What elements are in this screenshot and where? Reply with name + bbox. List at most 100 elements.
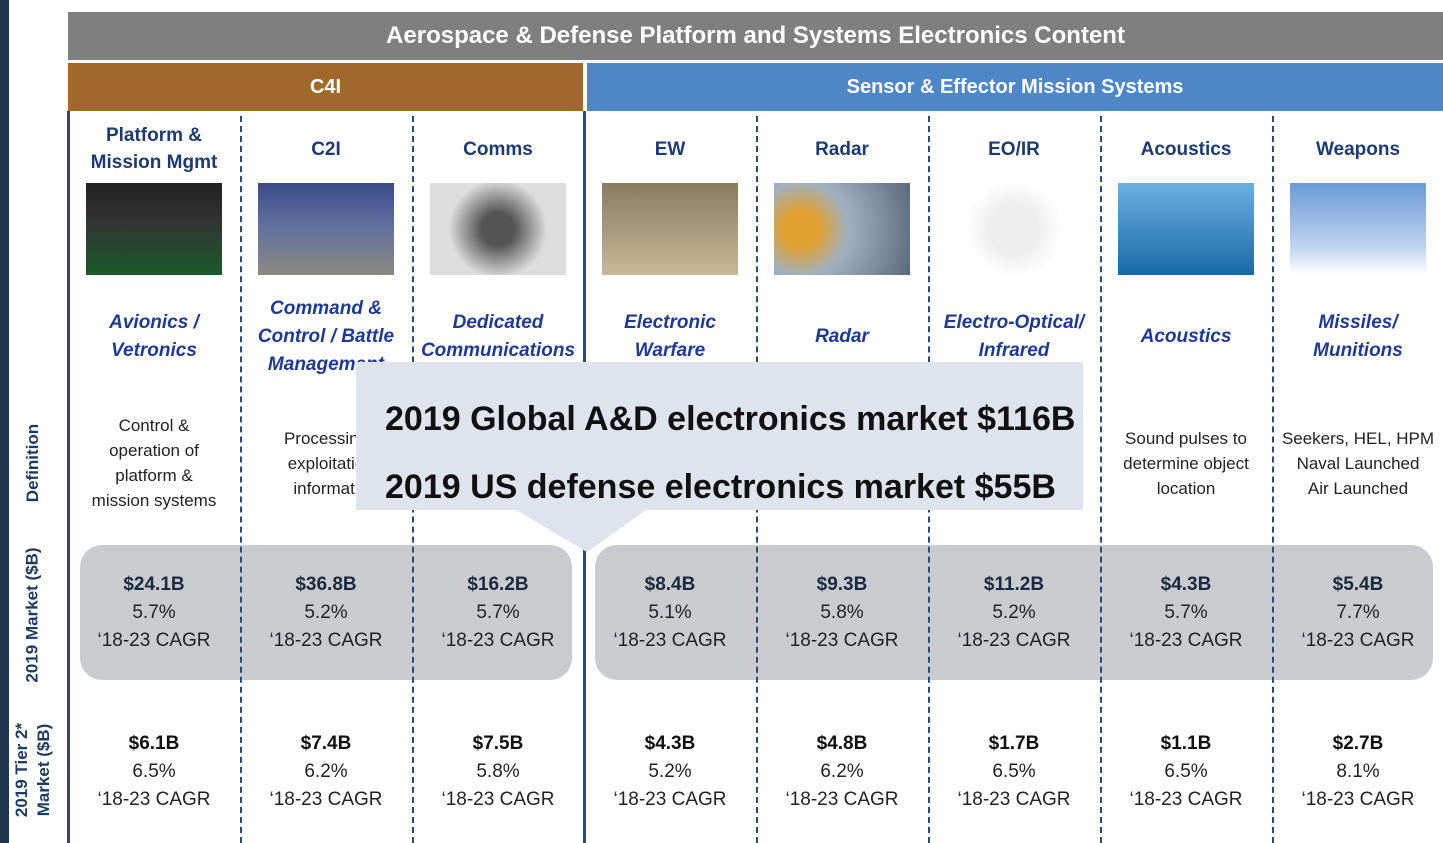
column-name: Acoustics xyxy=(1100,121,1272,177)
subtitle-line: Acoustics xyxy=(1141,323,1232,351)
tier2-line: 6.2% xyxy=(304,758,347,786)
tier2-line: ‘18-23 CAGR xyxy=(1302,786,1415,814)
row-label-box: 2019 Market ($B) xyxy=(8,535,58,695)
tier2-line: $4.8B xyxy=(817,730,868,758)
definition-line: Naval Launched xyxy=(1297,451,1420,476)
name-line: Comms xyxy=(463,136,533,163)
name-line: Acoustics xyxy=(1141,136,1232,163)
subtitle-line: Command & xyxy=(270,295,382,323)
tier2-line: $7.4B xyxy=(301,730,352,758)
definition: Control &operation ofplatform &mission s… xyxy=(68,411,240,515)
subtitle-line: Electro-Optical/ xyxy=(944,309,1084,337)
tier2-line: ‘18-23 CAGR xyxy=(270,786,383,814)
market-line: $9.3B xyxy=(817,571,868,599)
column-name: Weapons xyxy=(1272,121,1443,177)
row-label-box: 2019 Tier 2* Market ($B) xyxy=(8,700,58,840)
row-label-line: Market ($B) xyxy=(33,724,55,817)
group-bar: Sensor & Effector Mission Systems xyxy=(587,63,1443,111)
tier2-line: ‘18-23 CAGR xyxy=(786,786,899,814)
tier2-line: 6.5% xyxy=(992,758,1035,786)
column-subtitle: Avionics /Vetronics xyxy=(68,296,240,378)
definition-line: location xyxy=(1157,476,1216,501)
callout-text: 2019 Global A&D electronics market $116B… xyxy=(385,385,1075,521)
market-line: ‘18-23 CAGR xyxy=(442,627,555,655)
tier2-line: $1.1B xyxy=(1161,730,1212,758)
tier2-line: ‘18-23 CAGR xyxy=(98,786,211,814)
market-line: $36.8B xyxy=(295,571,356,599)
market-line: 5.7% xyxy=(132,599,175,627)
tier2-market: $1.7B6.5%‘18-23 CAGR xyxy=(928,730,1100,814)
slide: Aerospace & Defense Platform and Systems… xyxy=(0,0,1443,843)
group-label: Sensor & Effector Mission Systems xyxy=(847,76,1184,99)
row-label: 2019 Tier 2* Market ($B) xyxy=(11,723,55,817)
tier2-market: $7.5B5.8%‘18-23 CAGR xyxy=(412,730,584,814)
market-line: 5.7% xyxy=(476,599,519,627)
row-label-box: Definition xyxy=(8,400,58,525)
subtitle-line: Radar xyxy=(815,323,869,351)
header-title: Aerospace & Defense Platform and Systems… xyxy=(386,22,1125,50)
subtitle-line: Munitions xyxy=(1313,337,1403,365)
row-label: Definition xyxy=(23,423,43,501)
tier2-line: 6.5% xyxy=(1164,758,1207,786)
photo xyxy=(430,183,566,275)
definition-line: exploitatio xyxy=(288,451,365,476)
name-line: Platform & xyxy=(106,122,202,149)
group-bar: C4I xyxy=(68,63,583,111)
column-name: EW xyxy=(584,121,756,177)
tier2-line: 8.1% xyxy=(1336,758,1379,786)
market-line: ‘18-23 CAGR xyxy=(614,627,727,655)
market-line: $8.4B xyxy=(645,571,696,599)
market-line: 5.2% xyxy=(304,599,347,627)
photo xyxy=(258,183,394,275)
tier2-line: ‘18-23 CAGR xyxy=(614,786,727,814)
column: Acoustics Acoustics Sound pulses todetermi… xyxy=(1100,111,1272,843)
tier2-market: $4.8B6.2%‘18-23 CAGR xyxy=(756,730,928,814)
definition-line: operation of xyxy=(109,438,199,463)
market-line: ‘18-23 CAGR xyxy=(1302,627,1415,655)
market: $16.2B5.7%‘18-23 CAGR xyxy=(412,571,584,655)
definition-line: platform & xyxy=(115,463,192,488)
name-line: Mission Mgmt xyxy=(91,149,218,176)
column: WeaponsMissiles/MunitionsSeekers, HEL, H… xyxy=(1272,111,1443,843)
tier2-market: $7.4B6.2%‘18-23 CAGR xyxy=(240,730,412,814)
subtitle-line: Communications xyxy=(421,337,575,365)
market: $4.3B5.7%‘18-23 CAGR xyxy=(1100,571,1272,655)
tier2-line: ‘18-23 CAGR xyxy=(442,786,555,814)
market-line: ‘18-23 CAGR xyxy=(786,627,899,655)
market-line: 5.8% xyxy=(820,599,863,627)
subtitle-line: Avionics / xyxy=(109,309,199,337)
definition-line: mission systems xyxy=(92,488,217,513)
column-name: Comms xyxy=(412,121,584,177)
tier2-line: $4.3B xyxy=(645,730,696,758)
name-line: Weapons xyxy=(1316,136,1400,163)
definition-line: Seekers, HEL, HPM xyxy=(1282,426,1434,451)
photo xyxy=(602,183,738,275)
row-label-line: 2019 Tier 2* xyxy=(11,723,33,817)
column-name: C2I xyxy=(240,121,412,177)
tier2-line: 6.5% xyxy=(132,758,175,786)
market-line: 5.1% xyxy=(648,599,691,627)
callout-line: 2019 Global A&D electronics market $116B xyxy=(385,385,1075,453)
market-line: $5.4B xyxy=(1333,571,1384,599)
photo xyxy=(1290,183,1426,275)
subtitle-line: Control / Battle xyxy=(258,323,394,351)
name-line: EW xyxy=(655,136,686,163)
market-line: ‘18-23 CAGR xyxy=(1130,627,1243,655)
definition-line: Air Launched xyxy=(1308,476,1408,501)
subtitle-line: Warfare xyxy=(635,337,705,365)
tier2-line: ‘18-23 CAGR xyxy=(1130,786,1243,814)
market-line: 5.2% xyxy=(992,599,1035,627)
market-line: ‘18-23 CAGR xyxy=(270,627,383,655)
tier2-line: $6.1B xyxy=(129,730,180,758)
definition-line: Control & xyxy=(119,413,190,438)
group-label: C4I xyxy=(310,76,341,99)
